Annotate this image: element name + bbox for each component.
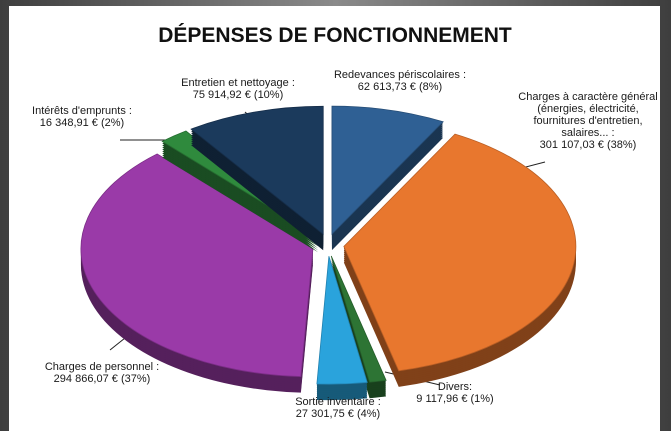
- category-label: Divers:: [438, 381, 472, 393]
- slice-top: [330, 255, 387, 383]
- slice: [161, 130, 319, 253]
- category-label: Redevances périscolaires :: [334, 69, 466, 81]
- chart-title: DÉPENSES DE FONCTIONNEMENT: [158, 24, 512, 47]
- value-label: 16 348,91 € (2%): [40, 117, 124, 129]
- labels: Redevances périscolaires :62 613,73 € (8…: [32, 69, 658, 420]
- value-label: 294 866,07 € (37%): [54, 373, 151, 385]
- value-label: 27 301,75 € (4%): [296, 408, 380, 420]
- category-label: fournitures d'entretien,: [533, 115, 642, 127]
- slice-top: [331, 105, 444, 236]
- slice-top: [80, 153, 314, 377]
- slice: [331, 105, 444, 251]
- category-label: Intérêts d'emprunts :: [32, 105, 132, 117]
- category-label: salaires... :: [561, 127, 614, 139]
- value-label: 75 914,92 € (10%): [193, 89, 284, 101]
- slice: [316, 256, 368, 401]
- category-label: Entretien et nettoyage :: [181, 77, 295, 89]
- slices: [80, 105, 577, 401]
- category-label: Sortie inventaire :: [295, 396, 381, 408]
- category-label: Charges à caractère général: [518, 91, 657, 103]
- value-label: 9 117,96 € (1%): [416, 393, 493, 405]
- slice-top: [343, 133, 577, 372]
- slice: [330, 255, 387, 399]
- value-label: 301 107,03 € (38%): [540, 139, 637, 151]
- slice-top: [316, 256, 368, 385]
- slice: [343, 133, 577, 387]
- slice: [190, 105, 324, 251]
- slice-top: [190, 105, 324, 236]
- value-label: 62 613,73 € (8%): [358, 81, 442, 93]
- category-label: Charges de personnel :: [45, 361, 159, 373]
- category-label: (énergies, électricité,: [537, 103, 639, 115]
- slice: [80, 153, 314, 393]
